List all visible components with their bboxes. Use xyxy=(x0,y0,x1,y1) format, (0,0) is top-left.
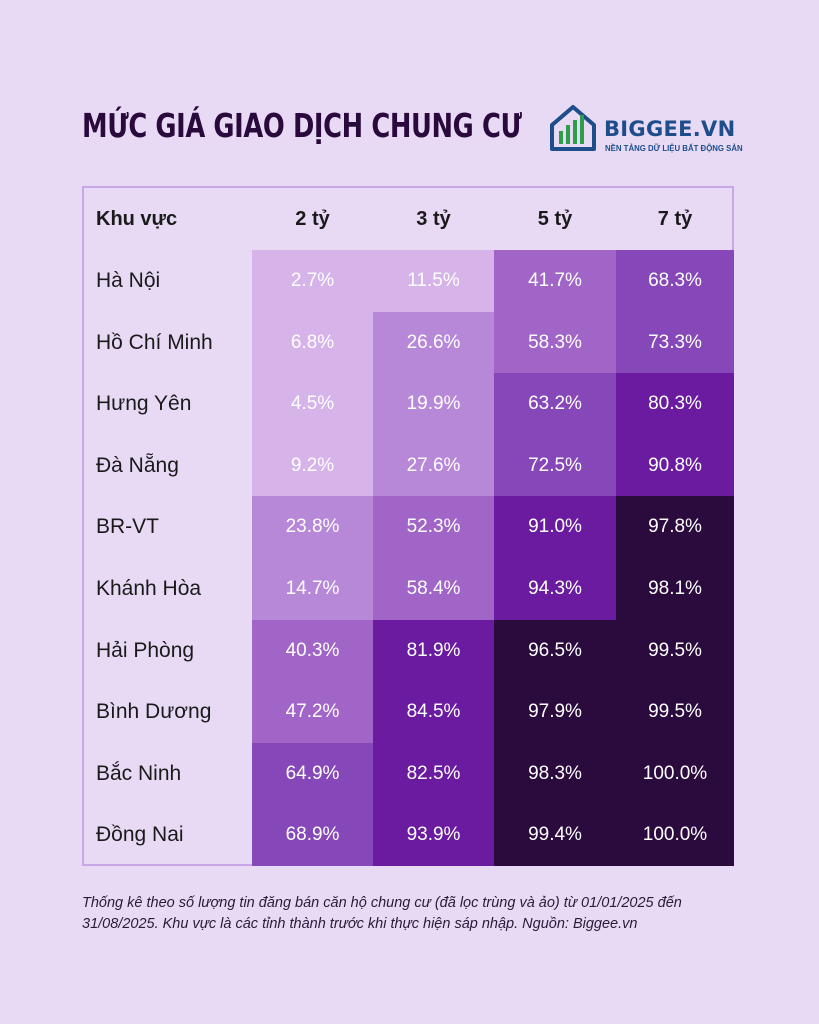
page-title: MỨC GIÁ GIAO DỊCH CHUNG CƯ xyxy=(82,106,522,145)
table-row: Đồng Nai 68.9% 93.9% 99.4% 100.0% xyxy=(84,804,734,867)
heatmap-cell: 58.4% xyxy=(373,558,494,621)
table-row: Đà Nẵng 9.2% 27.6% 72.5% 90.8% xyxy=(84,434,734,497)
heatmap-cell: 41.7% xyxy=(494,250,616,313)
heatmap-cell: 84.5% xyxy=(373,681,494,744)
table-header-row: Khu vực 2 tỷ 3 tỷ 5 tỷ 7 tỷ xyxy=(84,188,732,250)
region-label: Bắc Ninh xyxy=(96,761,182,785)
heatmap-cell: 63.2% xyxy=(494,373,616,436)
heatmap-cell: 94.3% xyxy=(494,558,616,621)
house-chart-icon xyxy=(550,105,596,151)
heatmap-cell: 19.9% xyxy=(373,373,494,436)
heatmap-cell: 14.7% xyxy=(252,558,373,621)
heatmap-cell: 6.8% xyxy=(252,311,373,374)
heatmap-cell: 27.6% xyxy=(373,434,494,497)
column-header-region: Khu vực xyxy=(96,208,178,230)
heatmap-cell: 40.3% xyxy=(252,619,373,682)
region-label: BR-VT xyxy=(96,515,159,539)
table-row: Hà Nội 2.7% 11.5% 41.7% 68.3% xyxy=(84,250,734,313)
heatmap-cell: 99.5% xyxy=(616,681,734,744)
heatmap-cell: 100.0% xyxy=(616,742,734,805)
heatmap-cell: 98.1% xyxy=(616,558,734,621)
column-header: 3 tỷ xyxy=(416,208,451,230)
region-label: Đồng Nai xyxy=(96,823,184,847)
column-header: 7 tỷ xyxy=(657,208,693,230)
column-header: 2 tỷ xyxy=(295,208,330,230)
heatmap-cell: 99.4% xyxy=(494,804,616,867)
region-label: Bình Dương xyxy=(96,700,212,724)
region-label: Hồ Chí Minh xyxy=(96,330,213,354)
heatmap-cell: 68.3% xyxy=(616,250,734,313)
region-label: Hà Nội xyxy=(96,269,161,292)
logo-tagline: NỀN TẢNG DỮ LIỆU BẤT ĐỘNG SẢN xyxy=(605,143,743,153)
logo-wordmark: BIGGEE.VN xyxy=(604,117,736,141)
heatmap-cell: 23.8% xyxy=(252,496,373,559)
heatmap-cell: 100.0% xyxy=(616,804,734,867)
heatmap-cell: 82.5% xyxy=(373,742,494,805)
heatmap-cell: 9.2% xyxy=(252,434,373,497)
table-row: Hải Phòng 40.3% 81.9% 96.5% 99.5% xyxy=(84,619,734,682)
biggee-logo[interactable]: BIGGEE.VN NỀN TẢNG DỮ LIỆU BẤT ĐỘNG SẢN xyxy=(548,103,748,155)
price-heatmap-table: Khu vực 2 tỷ 3 tỷ 5 tỷ 7 tỷ Hà Nội 2.7% 11… xyxy=(82,186,734,867)
heatmap-cell: 26.6% xyxy=(373,311,494,374)
region-label: Hưng Yên xyxy=(96,392,192,416)
heatmap-cell: 97.9% xyxy=(494,681,616,744)
heatmap-cell: 4.5% xyxy=(252,373,373,436)
heatmap-cell: 2.7% xyxy=(252,250,373,313)
footnote: Thống kê theo số lượng tin đăng bán căn … xyxy=(82,895,682,932)
heatmap-cell: 68.9% xyxy=(252,804,373,867)
table-row: BR-VT 23.8% 52.3% 91.0% 97.8% xyxy=(84,496,734,559)
region-label: Đà Nẵng xyxy=(96,453,179,477)
table-row: Bình Dương 47.2% 84.5% 97.9% 99.5% xyxy=(84,681,734,744)
heatmap-cell: 97.8% xyxy=(616,496,734,559)
heatmap-cell: 99.5% xyxy=(616,619,734,682)
heatmap-cell: 93.9% xyxy=(373,804,494,867)
heatmap-cell: 91.0% xyxy=(494,496,616,559)
heatmap-cell: 96.5% xyxy=(494,619,616,682)
region-label: Khánh Hòa xyxy=(96,577,202,600)
heatmap-cell: 98.3% xyxy=(494,742,616,805)
heatmap-cell: 58.3% xyxy=(494,311,616,374)
heatmap-cell: 64.9% xyxy=(252,742,373,805)
column-header: 5 tỷ xyxy=(537,208,573,230)
heatmap-cell: 52.3% xyxy=(373,496,494,559)
heatmap-cell: 90.8% xyxy=(616,434,734,497)
heatmap-cell: 81.9% xyxy=(373,619,494,682)
table-row: Hồ Chí Minh 6.8% 26.6% 58.3% 73.3% xyxy=(84,311,734,374)
region-label: Hải Phòng xyxy=(96,638,195,662)
table-row: Hưng Yên 4.5% 19.9% 63.2% 80.3% xyxy=(84,373,734,436)
table-row: Khánh Hòa 14.7% 58.4% 94.3% 98.1% xyxy=(84,558,734,621)
heatmap-cell: 73.3% xyxy=(616,311,734,374)
heatmap-cell: 72.5% xyxy=(494,434,616,497)
table-row: Bắc Ninh 64.9% 82.5% 98.3% 100.0% xyxy=(84,742,734,805)
heatmap-cell: 11.5% xyxy=(373,250,494,313)
heatmap-cell: 80.3% xyxy=(616,373,734,436)
heatmap-cell: 47.2% xyxy=(252,681,373,744)
